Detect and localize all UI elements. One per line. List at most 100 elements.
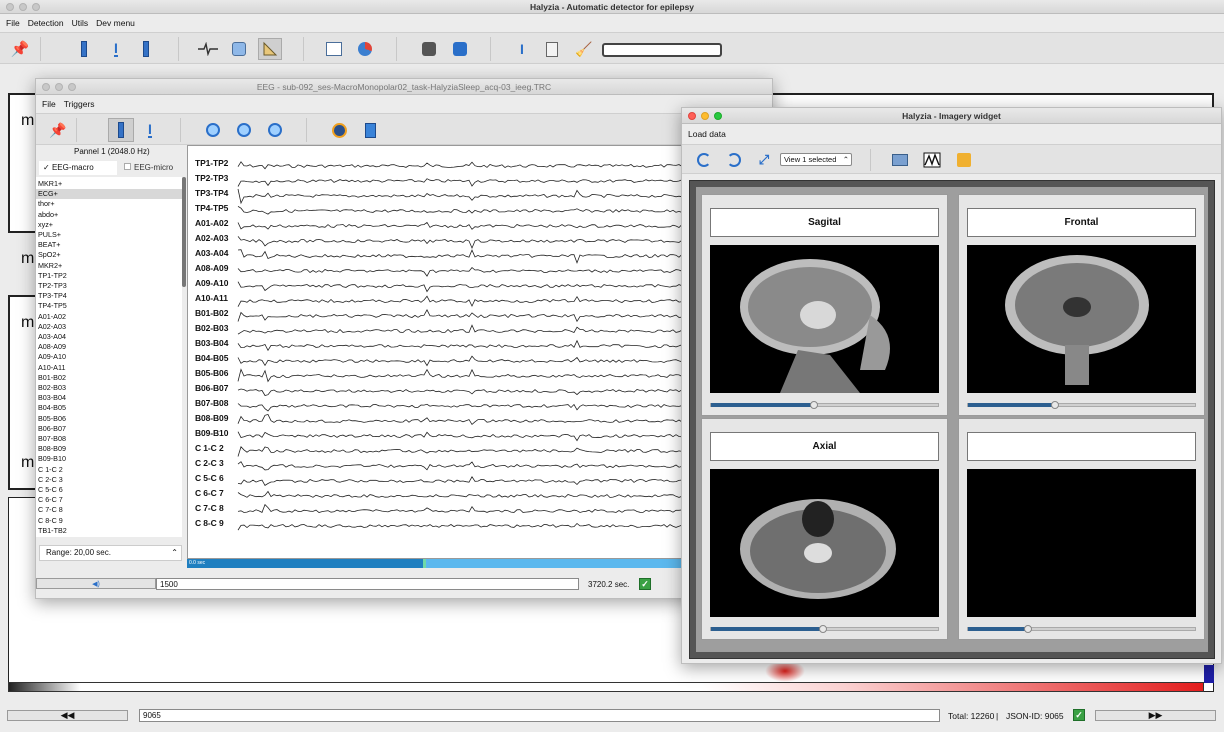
baseline-icon[interactable]: I (114, 39, 118, 57)
close-button[interactable] (6, 3, 14, 11)
document-icon[interactable] (360, 120, 380, 140)
menu-file[interactable]: File (42, 99, 56, 109)
channel-item[interactable]: BEAT+ (38, 240, 61, 250)
menu-triggers[interactable]: Triggers (63, 99, 95, 109)
menu-detection[interactable]: Detection (27, 18, 64, 28)
channel-item[interactable]: MKR1+ (38, 179, 63, 188)
menu-load-data[interactable]: Load data (688, 129, 726, 139)
mri-axial-image[interactable] (710, 469, 939, 617)
channel-item[interactable]: B07-B08 (38, 434, 66, 443)
waveform-icon[interactable] (198, 39, 218, 59)
channel-item[interactable]: TP2-TP3 (38, 281, 67, 290)
channel-bar-icon[interactable] (108, 118, 134, 142)
channel-bar-icon[interactable] (74, 39, 94, 59)
time-scroll-handle[interactable] (423, 559, 426, 568)
mri-sagital-image[interactable] (710, 245, 939, 393)
zoom-out-icon[interactable] (234, 120, 254, 140)
export-icon[interactable] (954, 150, 974, 170)
time-scroll-bar[interactable]: 0.0 sec (187, 559, 720, 568)
validate-checkbox[interactable]: ✓ (1073, 709, 1085, 721)
view-select[interactable]: View 1 selected ⌃ (780, 153, 852, 166)
view-slider[interactable] (710, 625, 939, 633)
channel-item[interactable]: A02-A03 (38, 321, 66, 331)
menu-file[interactable]: File (6, 18, 20, 28)
channel-item[interactable]: MKR2+ (38, 260, 63, 270)
channel-bar2-icon[interactable] (136, 39, 156, 59)
prev-button[interactable]: ◀◀ (7, 710, 128, 721)
spectrum-icon[interactable] (922, 150, 942, 170)
zoom-button[interactable] (68, 83, 76, 91)
channel-item[interactable]: B06-B07 (38, 423, 66, 433)
clipboard-icon[interactable] (542, 39, 562, 59)
channel-item[interactable]: PULS+ (38, 230, 61, 239)
layout-icon[interactable] (890, 150, 910, 170)
minimize-button[interactable] (19, 3, 27, 11)
zoom-button[interactable] (32, 3, 40, 11)
pie-chart-icon[interactable] (355, 39, 375, 59)
rotate-right-icon[interactable] (724, 150, 744, 170)
channel-item[interactable]: C 6-C 7 (38, 495, 63, 505)
menu-dev[interactable]: Dev menu (96, 18, 135, 28)
channel-item[interactable]: B05-B06 (38, 413, 66, 423)
channel-item[interactable]: C 1-C 2 (38, 464, 63, 474)
fullscreen-icon[interactable]: ⤢ (758, 152, 770, 167)
view-slider[interactable] (967, 625, 1196, 633)
channel-item[interactable]: B09-B10 (38, 454, 66, 464)
brain-icon[interactable] (450, 39, 470, 59)
broom-icon[interactable]: 🧹 (575, 40, 593, 57)
channel-item[interactable]: C 7-C 8 (38, 505, 63, 515)
pin-icon[interactable]: 📌 (49, 121, 67, 138)
tab-eeg-micro[interactable]: EEG-micro (118, 161, 186, 175)
mri-empty-image[interactable] (967, 469, 1196, 617)
channel-item[interactable]: A10-A11 (38, 362, 66, 372)
brain-scan-icon[interactable] (229, 39, 249, 59)
pin-icon[interactable]: 📌 (10, 41, 30, 58)
minimize-button[interactable] (55, 83, 63, 91)
channel-item[interactable]: C 5-C 6 (38, 485, 63, 494)
channel-item[interactable]: A01-A02 (38, 311, 66, 321)
montage-icon[interactable] (329, 120, 349, 140)
time-position-input[interactable]: 1500 (156, 578, 579, 590)
channel-item[interactable]: A03-A04 (38, 332, 66, 341)
channel-item[interactable]: B02-B03 (38, 383, 66, 392)
tab-eeg-macro[interactable]: ✓ EEG-macro (39, 161, 117, 175)
close-button[interactable] (688, 112, 696, 120)
minimize-button[interactable] (701, 112, 709, 120)
channel-item[interactable]: B08-B09 (38, 444, 66, 454)
menu-utils[interactable]: Utils (71, 18, 89, 28)
channel-item[interactable]: xyz+ (38, 219, 53, 229)
eeg-validate-checkbox[interactable]: ✓ (639, 578, 651, 590)
ruler-icon[interactable] (258, 38, 282, 60)
range-select[interactable]: Range: 20,00 sec. ⌃ (39, 545, 182, 561)
channel-item[interactable]: B04-B05 (38, 403, 66, 413)
rotate-left-icon[interactable] (694, 150, 714, 170)
channel-item[interactable]: TP4-TP5 (38, 301, 67, 311)
close-button[interactable] (42, 83, 50, 91)
view-slider[interactable] (967, 401, 1196, 409)
channel-list[interactable]: MKR1+ ECG+ thor+ abdo+ xyz+ PULS+ BEAT+ SpO2+ MK… (36, 177, 182, 537)
position-input[interactable]: 9065 (139, 709, 940, 722)
view-slider[interactable] (710, 401, 939, 409)
channel-item[interactable]: ECG+ (38, 189, 58, 199)
play-button[interactable]: ◀) (36, 578, 156, 589)
channel-item[interactable]: A08-A09 (38, 342, 66, 352)
user-detect-icon[interactable] (419, 39, 439, 59)
eeg-trace-area[interactable]: TP1-TP2 TP2-TP3 TP3-TP4 TP4-TP5 A01-A02 A02-A… (187, 145, 720, 559)
text-marker-icon[interactable]: I (520, 40, 524, 57)
channel-item[interactable]: TP1-TP2 (38, 270, 67, 280)
channel-item[interactable]: TB1-TB2 (38, 525, 67, 535)
channel-item[interactable]: A09-A10 (38, 352, 66, 362)
channel-item[interactable]: C 8-C 9 (38, 515, 63, 525)
channel-item[interactable]: abdo+ (38, 209, 59, 219)
zoom-button[interactable] (714, 112, 722, 120)
baseline-icon[interactable]: I (148, 120, 152, 138)
next-button[interactable]: ▶▶ (1095, 710, 1216, 721)
channel-item[interactable]: TP3-TP4 (38, 291, 67, 301)
zoom-reset-icon[interactable] (265, 120, 285, 140)
channel-scrollbar[interactable] (182, 177, 186, 287)
channel-item[interactable]: C 2-C 3 (38, 474, 63, 484)
mri-frontal-image[interactable] (967, 245, 1196, 393)
chart-icon[interactable] (324, 39, 344, 59)
channel-item[interactable]: B03-B04 (38, 393, 66, 403)
channel-item[interactable]: B01-B02 (38, 372, 66, 382)
